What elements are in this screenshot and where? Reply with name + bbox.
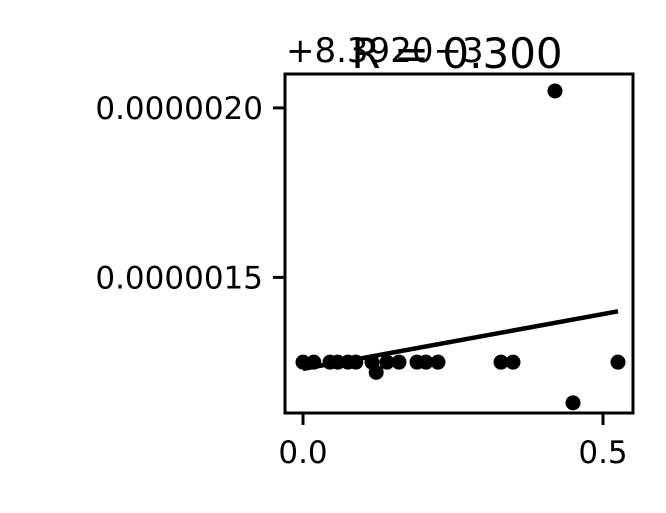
data-point xyxy=(306,354,322,370)
chart-title: R = 0.300 xyxy=(351,29,562,78)
data-point xyxy=(547,83,563,99)
data-point xyxy=(565,395,581,411)
data-point xyxy=(430,354,446,370)
data-point xyxy=(295,354,311,370)
data-point xyxy=(493,354,509,370)
data-point xyxy=(368,364,384,380)
data-point xyxy=(610,354,626,370)
data-point xyxy=(391,354,407,370)
axis-offset-text: +8.3920−3 xyxy=(286,31,484,71)
x-tick-label: 0.5 xyxy=(578,435,627,471)
y-tick-label: 0.0000020 xyxy=(95,91,263,127)
data-point xyxy=(379,354,395,370)
x-tick-label: 0.0 xyxy=(278,435,327,471)
data-point xyxy=(505,354,521,370)
y-tick-label: 0.0000015 xyxy=(95,260,263,296)
data-point xyxy=(418,354,434,370)
plot-frame xyxy=(283,72,635,415)
ticks-layer: 0.0 0.5 0.0000015 0.0000020 xyxy=(95,91,627,471)
data-point xyxy=(348,354,364,370)
points-layer xyxy=(295,83,626,411)
